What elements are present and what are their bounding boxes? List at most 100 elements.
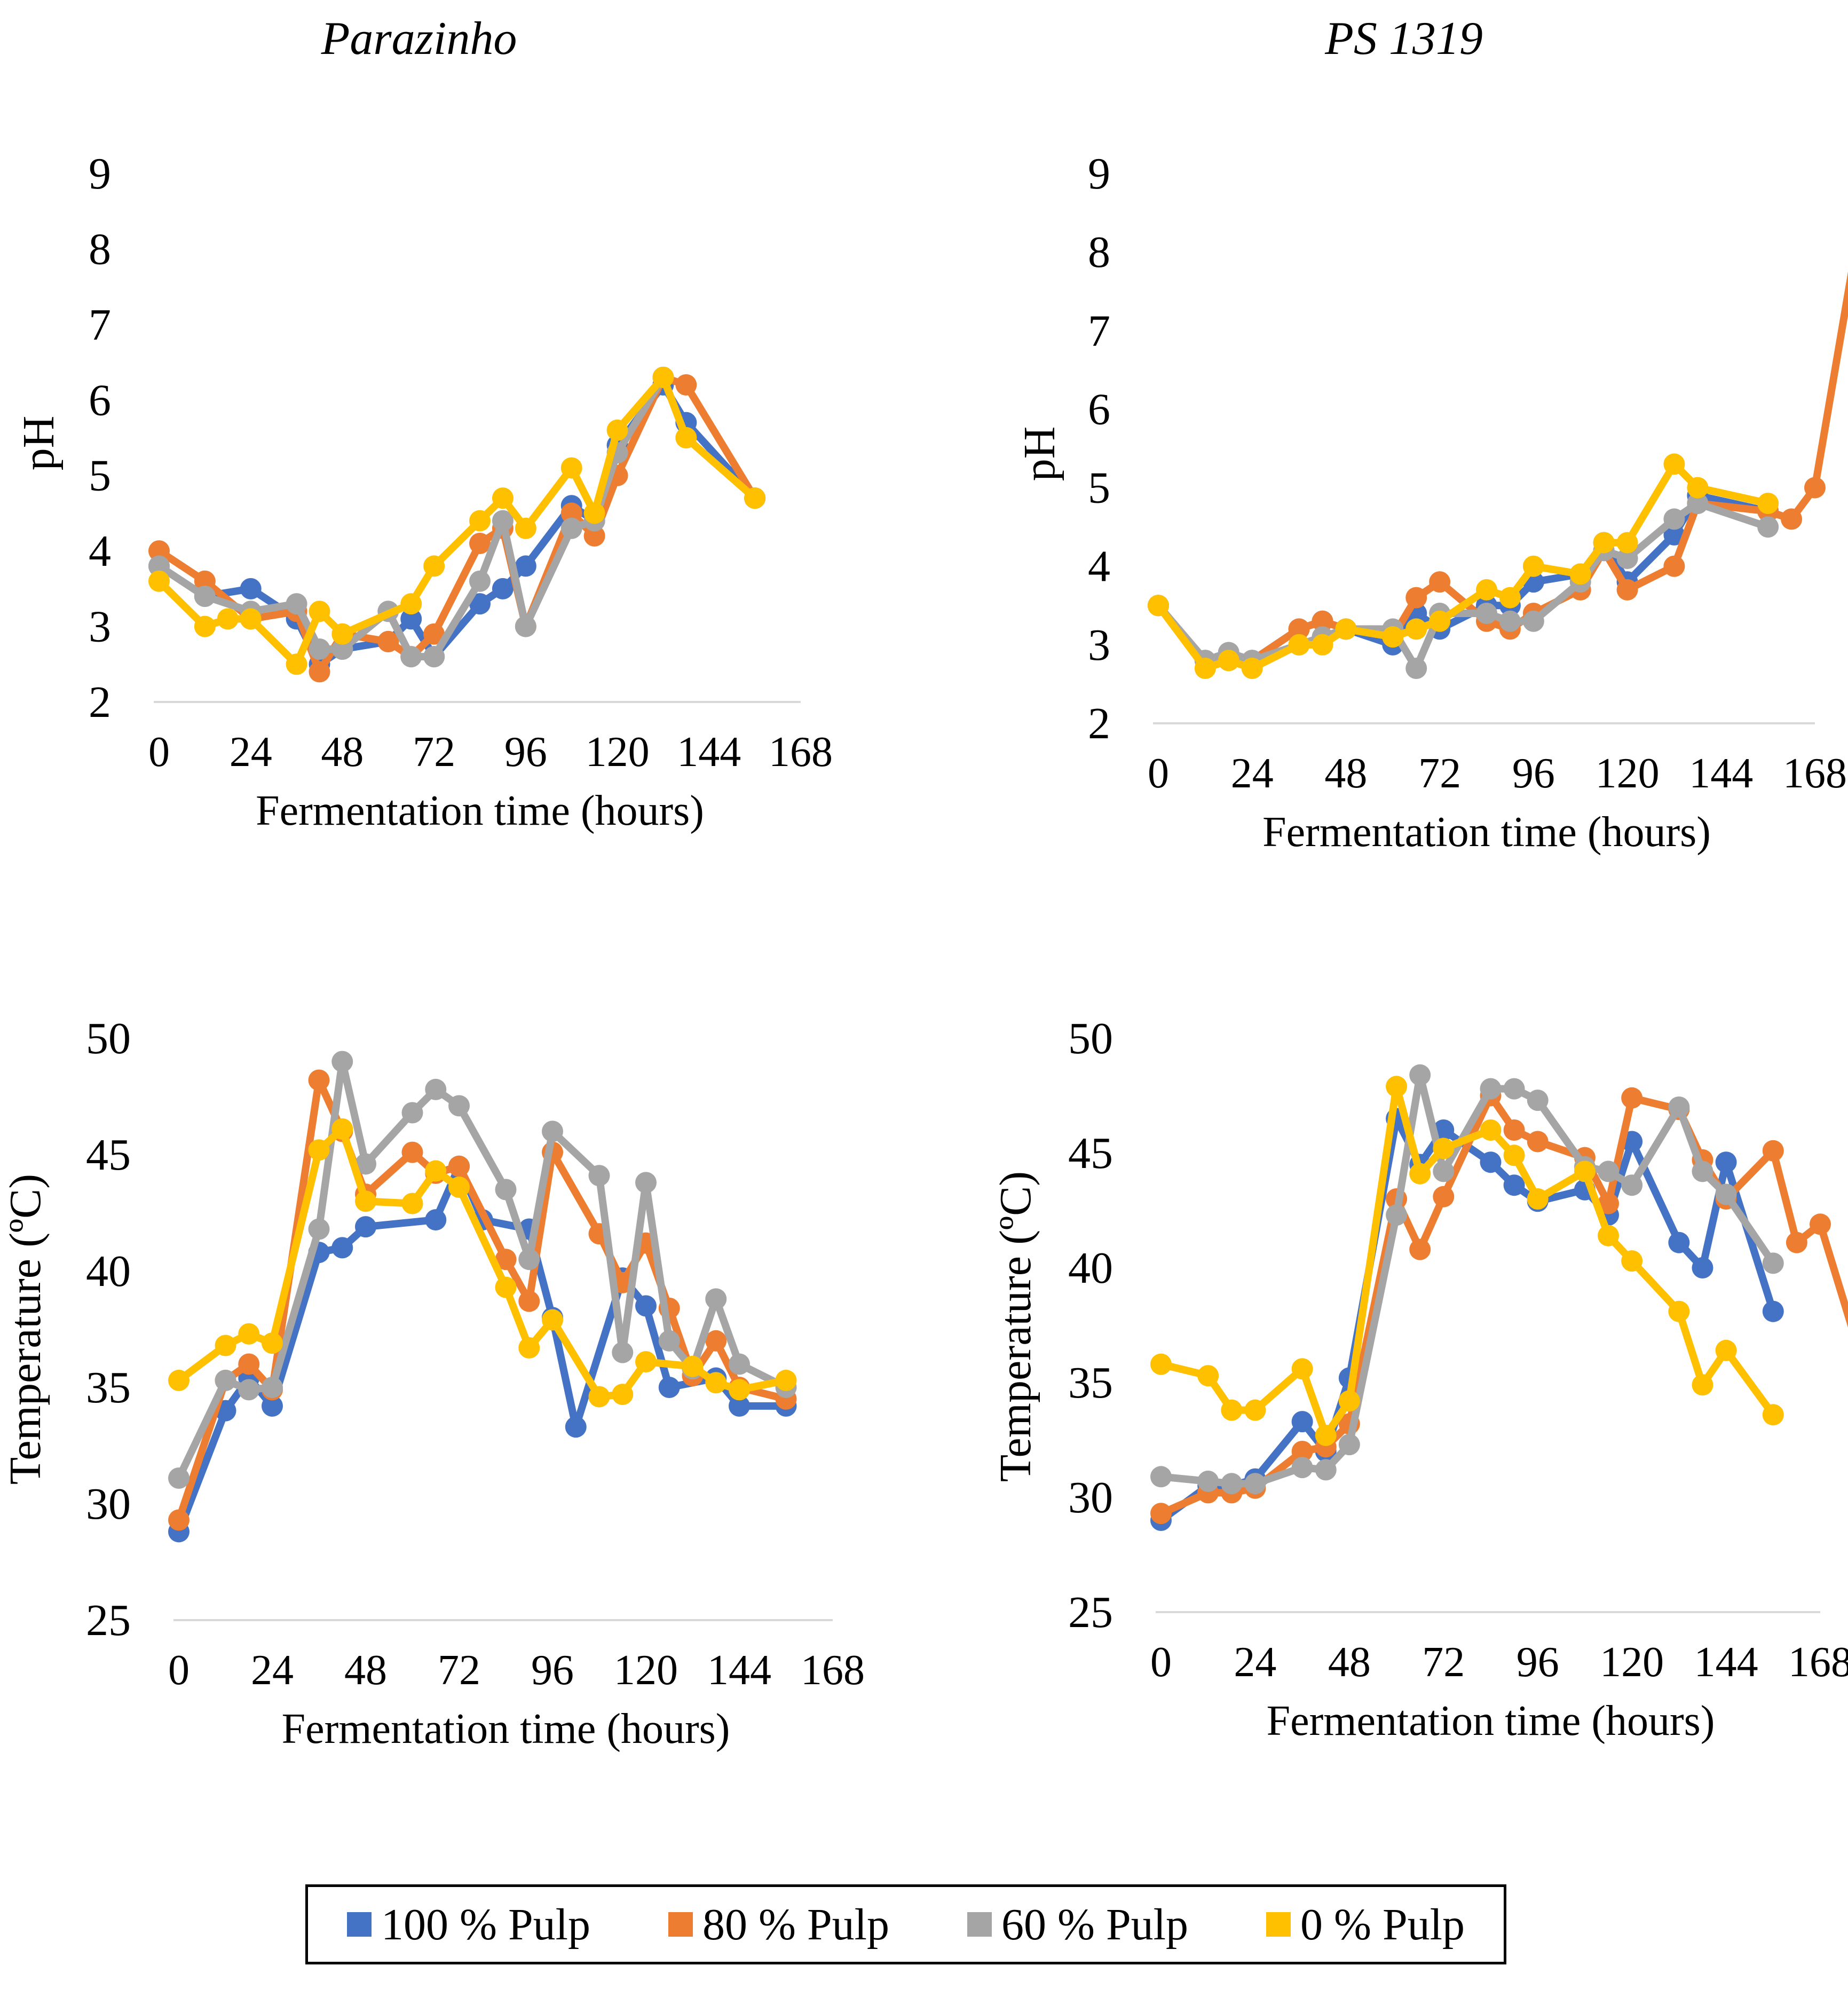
data-point xyxy=(469,533,491,554)
x-tick-label: 96 xyxy=(531,1647,574,1694)
data-point xyxy=(1409,1064,1431,1086)
data-point xyxy=(331,1118,353,1140)
data-point xyxy=(1221,1473,1243,1495)
data-point xyxy=(1692,1257,1713,1278)
data-point xyxy=(1480,1151,1502,1173)
data-point xyxy=(217,608,239,630)
data-point xyxy=(565,1416,587,1438)
data-point xyxy=(675,374,697,396)
data-point xyxy=(1503,1119,1525,1141)
data-point xyxy=(308,1218,330,1240)
y-tick-label: 35 xyxy=(86,1363,131,1412)
legend-item-0-pulp: 0 % Pulp xyxy=(1266,1899,1465,1951)
data-point xyxy=(495,1249,517,1270)
y-tick-label: 4 xyxy=(89,526,111,576)
data-point xyxy=(1503,1078,1525,1100)
y-tick-label: 25 xyxy=(1068,1588,1113,1637)
x-axis-label: Fermentation time (hours) xyxy=(256,787,704,834)
data-point xyxy=(1312,610,1333,632)
data-point xyxy=(238,1323,260,1345)
data-point xyxy=(469,593,491,615)
data-point xyxy=(448,1155,470,1177)
data-point xyxy=(1598,1193,1620,1214)
data-point xyxy=(705,1372,727,1394)
legend-item-100-pulp: 100 % Pulp xyxy=(346,1899,591,1951)
data-point xyxy=(215,1369,236,1391)
data-point xyxy=(1810,1213,1831,1235)
data-point xyxy=(492,510,514,532)
data-point xyxy=(262,1332,283,1354)
data-point xyxy=(331,1051,353,1072)
data-point xyxy=(1291,1358,1313,1380)
y-tick-label: 6 xyxy=(1088,384,1110,434)
data-point xyxy=(194,615,216,637)
chart-ps1319-temperature: 25 30 35 40 45 50 0 24 48 72 96 120 144 168 Fermentati… xyxy=(991,1014,1848,1745)
data-point xyxy=(1569,563,1591,585)
data-point xyxy=(1663,453,1685,475)
data-point xyxy=(1409,1238,1431,1260)
data-point xyxy=(1315,1459,1337,1481)
data-point xyxy=(1150,1503,1172,1525)
legend-swatch-100 xyxy=(346,1912,372,1937)
data-point xyxy=(425,1160,447,1182)
data-point xyxy=(583,525,605,547)
data-point xyxy=(1480,1078,1502,1100)
data-point xyxy=(240,608,262,630)
data-point xyxy=(542,1309,563,1331)
data-point xyxy=(1429,571,1451,593)
data-point xyxy=(560,502,582,524)
data-point xyxy=(240,578,262,599)
legend-label-100: 100 % Pulp xyxy=(381,1899,591,1949)
x-tick-label: 96 xyxy=(1512,750,1555,797)
x-tick-label: 0 xyxy=(148,729,170,776)
x-tick-label: 24 xyxy=(1231,750,1274,797)
x-tick-label: 72 xyxy=(438,1647,480,1694)
y-tick-label: 4 xyxy=(1088,542,1110,591)
data-point xyxy=(425,1078,447,1100)
data-point xyxy=(705,1330,727,1352)
data-point xyxy=(308,1139,330,1161)
data-point xyxy=(492,487,514,509)
x-tick-label: 144 xyxy=(707,1647,771,1694)
chart-parazinho-ph: 2 3 4 5 6 7 8 9 0 24 48 72 96 120 144 168 Fermentation t… xyxy=(14,149,833,834)
data-point xyxy=(1616,532,1638,554)
x-tick-label: 144 xyxy=(677,729,741,776)
x-tick-label: 24 xyxy=(251,1647,294,1694)
chart-parazinho-temperature: 25 30 35 40 45 50 0 24 48 72 96 120 144 168 Fermentati… xyxy=(1,1014,865,1753)
data-point xyxy=(1715,1151,1737,1173)
data-point xyxy=(148,570,170,592)
data-point xyxy=(1150,1466,1172,1488)
data-point xyxy=(1621,1250,1643,1272)
data-point xyxy=(542,1120,563,1142)
data-point xyxy=(492,578,514,599)
data-point xyxy=(1405,658,1427,679)
data-point xyxy=(355,1216,376,1238)
legend: 100 % Pulp 80 % Pulp 60 % Pulp 0 % Pulp xyxy=(305,1884,1506,1964)
x-tick-label: 144 xyxy=(1694,1639,1758,1686)
legend-label-60: 60 % Pulp xyxy=(1001,1899,1189,1949)
data-point xyxy=(1593,532,1615,554)
data-point xyxy=(658,1377,680,1398)
data-point xyxy=(1315,1424,1337,1446)
data-point xyxy=(1522,555,1544,577)
data-point xyxy=(1405,587,1427,609)
data-point xyxy=(1757,516,1779,538)
x-tick-label: 168 xyxy=(769,729,833,776)
data-point xyxy=(331,638,353,660)
data-point xyxy=(1663,555,1685,577)
data-point xyxy=(1197,1470,1219,1492)
x-axis-label: Fermentation time (hours) xyxy=(282,1706,730,1753)
data-point xyxy=(1338,1390,1360,1412)
data-point xyxy=(1715,1339,1737,1361)
data-point xyxy=(194,570,216,592)
y-axis-label: Temperature (ºC) xyxy=(1,1174,50,1485)
data-point xyxy=(775,1369,797,1391)
data-point xyxy=(238,1379,260,1401)
data-point xyxy=(1621,1174,1643,1196)
legend-swatch-0 xyxy=(1266,1912,1291,1937)
data-point xyxy=(1386,1076,1408,1098)
data-point xyxy=(168,1369,189,1391)
y-tick-label: 7 xyxy=(89,300,111,350)
x-tick-label: 0 xyxy=(168,1647,189,1694)
data-point xyxy=(377,630,399,652)
